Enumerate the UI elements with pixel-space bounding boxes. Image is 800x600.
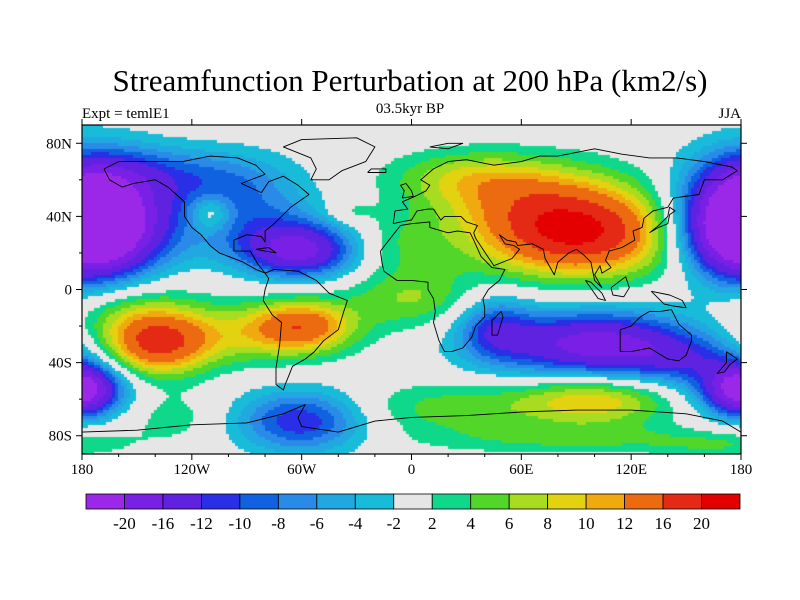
colorbar-swatch	[277, 493, 318, 510]
colorbar-swatch	[393, 493, 433, 510]
y-tick-label: 40S	[49, 356, 72, 372]
subtitle-center: 03.5kyr BP	[376, 101, 444, 117]
australia-coast	[619, 309, 693, 362]
x-tick-label: 180	[71, 462, 94, 478]
colorbar-swatch	[624, 493, 664, 510]
colorbar: -20 -16 -12 -10 -8 -6 -4 -2 2 4 6 8 10 12 16 20	[85, 493, 741, 533]
colorbar-label: 12	[616, 514, 633, 533]
sumatra-coast	[585, 279, 606, 301]
colorbar-swatch	[124, 493, 164, 510]
colorbar-label: 16	[655, 514, 672, 533]
map-panel: 180 120W 60W 0 60E 120E 180 80N 40N 0 40S 80S	[46, 119, 752, 478]
y-tick-label: 40N	[46, 209, 72, 225]
colorbar-label: -6	[310, 514, 324, 533]
colorbar-swatch	[470, 493, 510, 510]
colorbar-swatch	[662, 493, 702, 510]
chart-title: Streamfunction Perturbation at 200 hPa (…	[113, 63, 708, 98]
colorbar-label: 6	[505, 514, 514, 533]
colorbar-label: -12	[190, 514, 213, 533]
greenland-coast	[282, 137, 376, 181]
colorbar-swatch	[431, 493, 472, 510]
x-tick-label: 120W	[173, 462, 211, 478]
new-zealand-coast	[716, 351, 738, 375]
colorbar-label: 8	[543, 514, 552, 533]
x-tick-label: 60E	[509, 462, 533, 478]
colorbar-swatch	[701, 493, 741, 510]
colorbar-swatch	[508, 493, 549, 510]
antarctica-coast	[82, 404, 741, 433]
colorbar-label: 20	[693, 514, 710, 533]
y-axis: 80N 40N 0 40S 80S	[46, 136, 747, 445]
colorbar-label: -16	[152, 514, 175, 533]
colorbar-swatch	[162, 493, 202, 510]
colorbar-swatch	[239, 493, 279, 510]
colorbar-label: -20	[113, 514, 136, 533]
colorbar-swatch	[585, 493, 625, 510]
x-tick-label: 60W	[287, 462, 317, 478]
britain-coast	[400, 183, 414, 199]
cuba-coast	[255, 247, 277, 254]
colorbar-label: -8	[271, 514, 285, 533]
x-axis: 180 120W 60W 0 60E 120E 180	[71, 119, 753, 478]
colorbar-swatch	[201, 493, 241, 510]
eurasia-coast	[392, 148, 738, 289]
colorbar-label: -10	[229, 514, 252, 533]
subtitle-right: JJA	[718, 106, 741, 122]
madagascar-coast	[491, 310, 504, 336]
x-tick-label: 0	[408, 462, 416, 478]
y-tick-label: 80S	[49, 429, 72, 445]
x-tick-label: 120E	[615, 462, 647, 478]
colorbar-label: 2	[428, 514, 437, 533]
iceland-coast	[367, 168, 387, 173]
colorbar-swatch	[316, 493, 356, 510]
coastlines	[82, 137, 741, 433]
borneo-coast	[610, 276, 630, 298]
africa-coast	[379, 221, 506, 353]
new-guinea-coast	[650, 290, 687, 309]
north-america-coast	[103, 155, 310, 274]
colorbar-swatch	[547, 493, 587, 510]
y-tick-label: 0	[65, 283, 73, 299]
y-tick-label: 80N	[46, 136, 72, 152]
colorbar-swatch	[354, 493, 395, 510]
subtitle-left: Expt = temlE1	[82, 106, 170, 122]
colorbar-label: 10	[578, 514, 595, 533]
colorbar-label: -2	[387, 514, 401, 533]
colorbar-swatch	[85, 493, 125, 510]
svalbard-coast	[429, 142, 464, 150]
x-tick-label: 180	[730, 462, 753, 478]
streamfunction-field	[82, 125, 741, 454]
colorbar-label: -4	[348, 514, 363, 533]
south-america-coast	[262, 268, 348, 391]
japan-coast	[649, 206, 676, 234]
colorbar-label: 4	[466, 514, 475, 533]
